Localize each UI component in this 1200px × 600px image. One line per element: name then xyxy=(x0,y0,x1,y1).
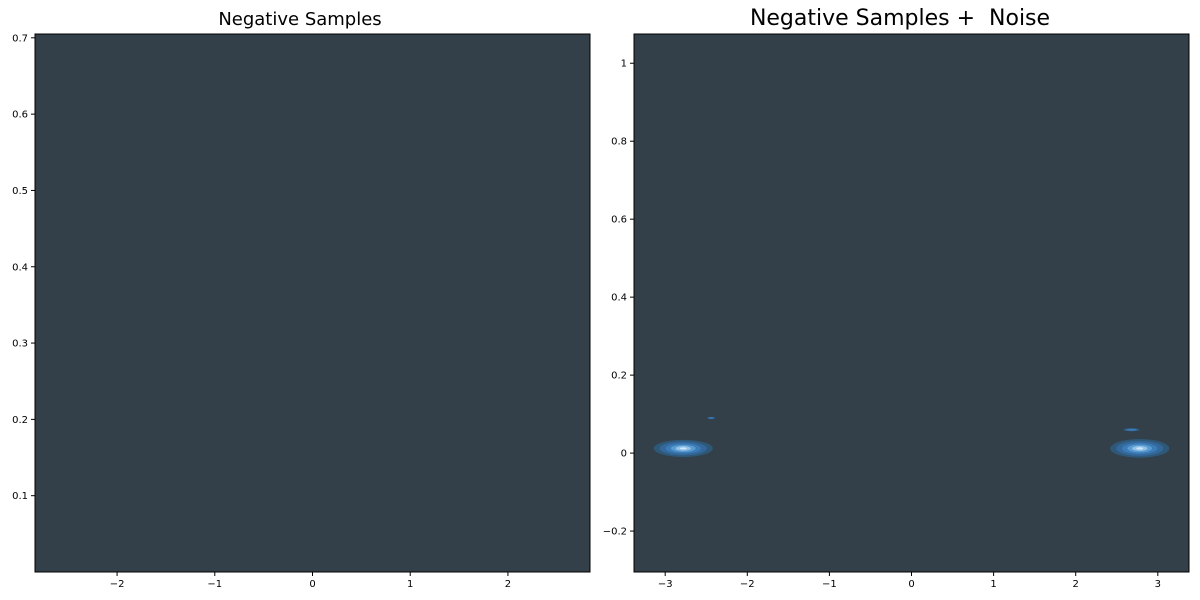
chart-title-left: Negative Samples xyxy=(218,9,382,30)
chart-panel-right: Negative Samples + Noise −3 −2 −1 0 1 2 3 −0.2 0… xyxy=(600,0,1200,600)
plot-background xyxy=(634,34,1189,572)
y-tick-label: 0.3 xyxy=(12,339,28,350)
y-tick-label: 0.5 xyxy=(12,186,28,197)
density-contour xyxy=(708,417,714,419)
x-tick-label: 0 xyxy=(908,579,914,590)
y-tick-label: −0.2 xyxy=(603,527,627,538)
chart-right: −3 −2 −1 0 1 2 3 −0.2 0 0.2 0.4 0.6 0.8 1 xyxy=(603,33,1190,590)
y-tick-label: 0.4 xyxy=(611,293,627,304)
chart-left: −2 −1 0 1 2 0.1 0.2 0.3 0.4 0.5 0.6 0.7 xyxy=(12,33,591,590)
x-tick-label: 0 xyxy=(309,579,315,590)
y-tick-label: 0 xyxy=(621,449,627,460)
x-tick-label: 3 xyxy=(1155,579,1161,590)
chart-title-right: Negative Samples + Noise xyxy=(749,6,1051,31)
x-tick-label: −2 xyxy=(110,579,125,590)
y-tick-label: 0.4 xyxy=(12,262,28,273)
x-tick-label: −2 xyxy=(740,579,755,590)
density-contour xyxy=(679,447,687,450)
y-tick-label: 0.6 xyxy=(611,215,627,226)
y-tick-label: 1 xyxy=(621,59,627,70)
plot-background xyxy=(35,34,590,572)
x-tick-label: 1 xyxy=(407,579,413,590)
y-tick-label: 0.8 xyxy=(611,137,627,148)
y-tick-label: 0.7 xyxy=(12,33,28,44)
x-tick-label: 1 xyxy=(990,579,996,590)
density-contour xyxy=(1126,428,1137,431)
y-tick-label: 0.2 xyxy=(611,371,627,382)
x-tick-label: 2 xyxy=(1073,579,1079,590)
y-tick-label: 0.6 xyxy=(12,110,28,121)
y-tick-label: 0.2 xyxy=(12,415,28,426)
density-contour xyxy=(1136,447,1144,450)
y-tick-label: 0.1 xyxy=(12,491,28,502)
x-tick-label: −1 xyxy=(207,579,222,590)
x-tick-label: 2 xyxy=(505,579,511,590)
chart-panel-left: Negative Samples −2 −1 0 1 2 0.1 0.2 0.3 0.4 0.5 0… xyxy=(12,9,591,590)
x-tick-label: −1 xyxy=(822,579,837,590)
x-tick-label: −3 xyxy=(658,579,673,590)
